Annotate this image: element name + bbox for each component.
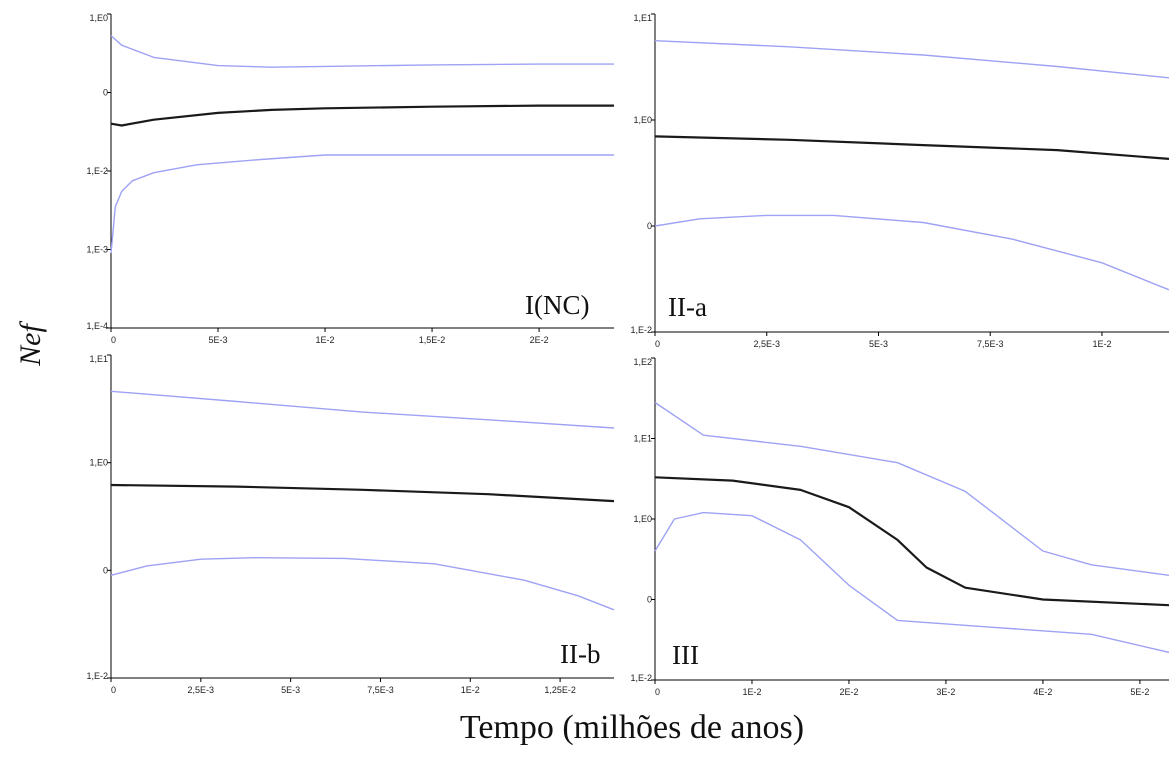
x-tick-label: 0	[655, 687, 660, 697]
y-tick-label: 1,E-2	[86, 671, 108, 681]
y-tick-label: 1,E-2	[630, 673, 652, 683]
x-tick-label: 2E-2	[839, 687, 858, 697]
y-tick-label: 1,E-3	[86, 245, 108, 255]
series-line-upper	[654, 401, 1169, 576]
y-tick-label: 1,E0	[633, 514, 652, 524]
series-line-median	[654, 135, 1169, 160]
y-tick-label: 0	[103, 88, 108, 98]
x-tick-label: 2E-2	[530, 335, 549, 345]
series-line-upper	[110, 35, 614, 68]
y-tick-label: 1,E0	[89, 13, 108, 23]
x-tick-label: 0	[111, 685, 116, 695]
x-tick-label: 1E-2	[742, 687, 761, 697]
panel-label: II-b	[560, 639, 600, 669]
panel-i-nc: 1,E-4 1,E-3 1,E-2 0 1,E0 0 5E-3 1E-2 1,5E-2 2E-2 I…	[86, 13, 614, 345]
y-tick-label: 1,E-4	[86, 321, 108, 331]
y-tick-label: 1,E-2	[86, 166, 108, 176]
x-tick-label: 5E-2	[1130, 687, 1149, 697]
x-tick-label: 1E-2	[316, 335, 335, 345]
y-tick-label: 0	[103, 565, 108, 575]
x-tick-label: 1,5E-2	[419, 335, 446, 345]
series-line-median	[110, 483, 615, 503]
series-line-median	[654, 476, 1169, 607]
x-tick-label: 1,25E-2	[544, 685, 576, 695]
y-tick-label: 1,E1	[633, 13, 652, 23]
x-tick-label: 4E-2	[1033, 687, 1052, 697]
series-line-lower	[654, 214, 1169, 291]
x-tick-label: 0	[111, 335, 116, 345]
panel-ii-a: 1,E-201,E01,E10 2,5E-3 5E-3 7,5E-3 1E-2II-a	[630, 13, 1169, 349]
y-tick-label: 1,E1	[89, 354, 108, 364]
y-tick-label: 0	[647, 595, 652, 605]
y-tick-label: 0	[647, 221, 652, 231]
series-line-lower	[110, 557, 615, 611]
panel-ii-b: 1,E-201,E01,E10 2,5E-3 5E-3 7,5E-3 1E-2 1,25E…	[86, 354, 615, 695]
y-tick-label: 1,E2	[633, 357, 652, 367]
series-line-lower	[110, 154, 614, 254]
x-tick-label: 5E-3	[281, 685, 300, 695]
x-tick-label: 1E-2	[461, 685, 480, 695]
y-tick-label: 1,E0	[89, 458, 108, 468]
series-line-upper	[654, 40, 1169, 79]
panel-label: II-a	[668, 292, 707, 322]
series-line-median	[110, 104, 614, 127]
panel-iii: 1,E-201,E01,E11,E20 1E-2 2E-2 3E-2 4E-2 5E-2I…	[630, 357, 1169, 697]
series-line-upper	[110, 390, 615, 429]
x-tick-label: 0	[655, 339, 660, 349]
y-tick-label: 1,E-2	[630, 325, 652, 335]
panel-label: I(NC)	[525, 290, 589, 320]
y-tick-label: 1,E1	[633, 434, 652, 444]
x-tick-label: 5E-3	[209, 335, 228, 345]
x-tick-label: 7,5E-3	[367, 685, 394, 695]
x-tick-label: 1E-2	[1092, 339, 1111, 349]
y-axis-label: Nef	[14, 321, 47, 367]
y-tick-label: 1,E0	[633, 115, 652, 125]
x-tick-label: 5E-3	[869, 339, 888, 349]
x-tick-label: 2,5E-3	[188, 685, 215, 695]
x-axis-label: Tempo (milhões de anos)	[460, 709, 804, 746]
x-tick-label: 3E-2	[936, 687, 955, 697]
x-tick-label: 7,5E-3	[977, 339, 1004, 349]
panel-label: III	[672, 640, 699, 670]
series-line-lower	[654, 511, 1169, 654]
x-tick-label: 2,5E-3	[753, 339, 780, 349]
